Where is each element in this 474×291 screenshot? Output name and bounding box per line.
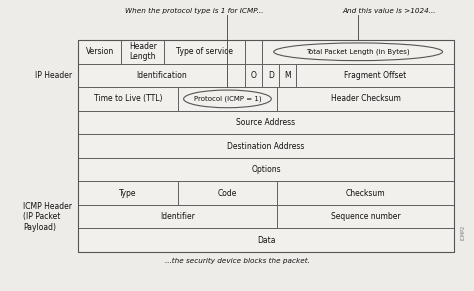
- Text: And this value is >1024...: And this value is >1024...: [342, 8, 436, 14]
- Bar: [296, 63, 454, 87]
- Text: When the protocol type is 1 for ICMP...: When the protocol type is 1 for ICMP...: [125, 8, 264, 14]
- Text: Total Packet Length (in Bytes): Total Packet Length (in Bytes): [306, 49, 410, 55]
- Bar: [78, 87, 178, 111]
- Text: IP Header: IP Header: [35, 71, 73, 80]
- Text: Type: Type: [119, 189, 137, 198]
- Bar: [277, 181, 454, 205]
- Ellipse shape: [274, 43, 443, 61]
- Bar: [78, 158, 454, 181]
- Bar: [78, 40, 121, 63]
- Bar: [279, 63, 296, 87]
- Text: Version: Version: [85, 47, 114, 56]
- Text: Code: Code: [218, 189, 237, 198]
- Text: Type of service: Type of service: [176, 47, 233, 56]
- Text: O: O: [251, 71, 257, 80]
- Text: Header
Length: Header Length: [129, 42, 157, 61]
- Bar: [262, 63, 279, 87]
- Text: M: M: [284, 71, 291, 80]
- Bar: [78, 228, 454, 252]
- Bar: [121, 40, 164, 63]
- Text: Protocol (ICMP = 1): Protocol (ICMP = 1): [194, 96, 261, 102]
- Text: Identification: Identification: [137, 71, 187, 80]
- Bar: [277, 87, 454, 111]
- Bar: [178, 181, 277, 205]
- Ellipse shape: [183, 90, 271, 108]
- Text: Fragment Offset: Fragment Offset: [344, 71, 406, 80]
- Text: Source Address: Source Address: [237, 118, 296, 127]
- Text: Time to Live (TTL): Time to Live (TTL): [93, 94, 162, 103]
- Text: ICMP2: ICMP2: [460, 225, 465, 240]
- Bar: [78, 205, 277, 228]
- Bar: [178, 87, 277, 111]
- Text: Identifier: Identifier: [160, 212, 195, 221]
- Bar: [78, 111, 454, 134]
- Text: Checksum: Checksum: [346, 189, 385, 198]
- Bar: [164, 40, 246, 63]
- Text: D: D: [268, 71, 273, 80]
- Bar: [78, 40, 454, 252]
- Bar: [246, 63, 262, 87]
- Bar: [246, 40, 262, 63]
- Text: Options: Options: [251, 165, 281, 174]
- Bar: [78, 134, 454, 158]
- Text: Data: Data: [257, 236, 275, 245]
- Text: ...the security device blocks the packet.: ...the security device blocks the packet…: [164, 258, 310, 264]
- Text: Sequence number: Sequence number: [331, 212, 401, 221]
- Text: ICMP Header
(IP Packet
Payload): ICMP Header (IP Packet Payload): [23, 202, 73, 232]
- Bar: [262, 40, 454, 63]
- Text: Header Checksum: Header Checksum: [331, 94, 401, 103]
- Bar: [78, 181, 178, 205]
- Text: Destination Address: Destination Address: [228, 141, 305, 150]
- Bar: [78, 63, 246, 87]
- Bar: [277, 205, 454, 228]
